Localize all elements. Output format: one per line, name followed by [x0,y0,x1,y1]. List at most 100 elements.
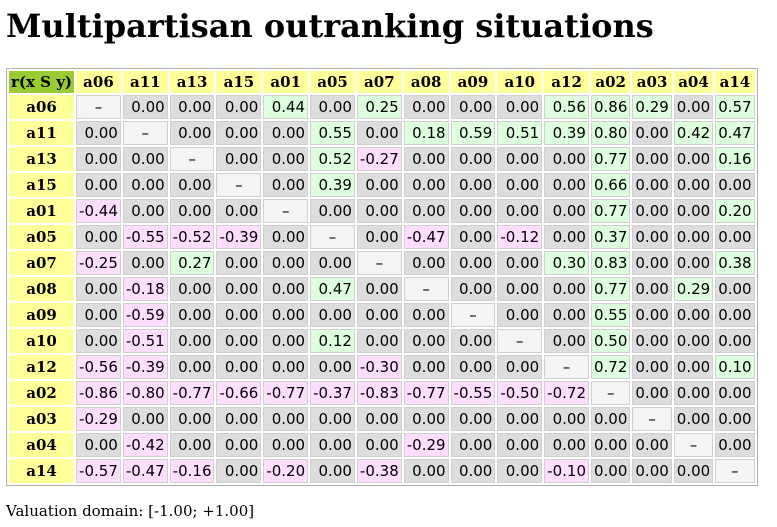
table-cell: 0.00 [216,251,262,275]
column-header: a12 [544,71,589,93]
table-cell: 0.00 [715,329,755,353]
table-cell: -0.18 [122,277,168,301]
table-cell: 0.00 [263,173,309,197]
table-cell: 0.57 [715,95,755,119]
row-header: a01 [9,199,75,223]
row-header: a12 [9,355,75,379]
table-cell: 0.77 [590,199,631,223]
table-cell: 0.00 [216,303,262,327]
table-cell: -0.52 [169,225,215,249]
table-cell: 0.00 [263,407,309,431]
table-cell: – [450,303,496,327]
table-cell: -0.38 [356,459,402,483]
table-cell: – [590,381,631,405]
table-cell: 0.00 [673,173,714,197]
table-cell: 0.00 [403,199,449,223]
column-header: a13 [169,71,215,93]
table-row: a04 0.00 -0.42 0.00 0.00 0.00 0.00 0.00 -0.29 0.0… [9,433,755,457]
table-cell: 0.00 [450,173,496,197]
row-header: a11 [9,121,75,145]
table-cell: 0.29 [632,95,672,119]
table-cell: 0.30 [544,251,589,275]
table-cell: 0.00 [544,173,589,197]
table-cell: – [356,251,402,275]
table-cell: -0.55 [122,225,168,249]
table-cell: 0.00 [263,225,309,249]
page-title: Multipartisan outranking situations [6,7,654,45]
column-header: a01 [263,71,309,93]
row-header: a13 [9,147,75,171]
column-header: a14 [715,71,755,93]
table-cell: 0.00 [497,95,543,119]
table-cell: 0.00 [216,95,262,119]
valuation-domain-note: Valuation domain: [-1.00; +1.00] [6,502,255,520]
table-cell: 0.00 [216,121,262,145]
table-cell: 0.00 [632,459,672,483]
table-cell: 0.00 [450,355,496,379]
table-cell: 0.00 [673,303,714,327]
table-cell: 0.00 [497,199,543,223]
table-cell: -0.39 [216,225,262,249]
table-cell: 0.00 [263,355,309,379]
table-row: a05 0.00 -0.55 -0.52 -0.39 0.00–0.00 -0.47 0.00… [9,225,755,249]
table-cell: 0.00 [216,355,262,379]
table-row: a11 0.00–0.00 0.00 0.00 0.55 0.00 0.18 0.59 0.51… [9,121,755,145]
table-cell: 0.00 [450,225,496,249]
table-cell: 0.83 [590,251,631,275]
table-cell: 0.00 [450,95,496,119]
table-cell: 0.00 [632,433,672,457]
table-cell: 0.00 [497,303,543,327]
table-body: a06–0.00 0.00 0.00 0.44 0.00 0.25 0.00 0.00 0.00… [9,95,755,483]
table-cell: – [715,459,755,483]
table-cell: 0.00 [673,95,714,119]
table-cell: 0.00 [169,433,215,457]
row-header: a06 [9,95,75,119]
table-cell: 0.42 [673,121,714,145]
table-cell: 0.37 [590,225,631,249]
table-cell: 0.00 [403,95,449,119]
table-cell: -0.55 [450,381,496,405]
table-cell: -0.12 [497,225,543,249]
table-cell: 0.00 [216,407,262,431]
table-cell: – [169,147,215,171]
table-cell: -0.59 [122,303,168,327]
table-cell: 0.00 [403,251,449,275]
table-cell: – [403,277,449,301]
table-cell: 0.00 [216,277,262,301]
table-cell: -0.29 [403,433,449,457]
table-cell: 0.00 [590,433,631,457]
table-row: a03 -0.29 0.00 0.00 0.00 0.00 0.00 0.00 0.00 0.00… [9,407,755,431]
table-cell: 0.00 [263,147,309,171]
column-header: a08 [403,71,449,93]
column-header: a02 [590,71,631,93]
corner-header: r(x S y) [9,71,75,93]
row-header: a05 [9,225,75,249]
table-cell: 0.00 [76,303,121,327]
table-row: a07 -0.25 0.00 0.27 0.00 0.00 0.00–0.00 0.00 0.0… [9,251,755,275]
table-cell: – [632,407,672,431]
outranking-table: r(x S y) a06 a11 a13 a15 a01 a05 a07 a08 a09 a10 a… [6,68,758,486]
table-cell: 0.00 [497,459,543,483]
table-cell: 0.00 [715,407,755,431]
table-cell: -0.44 [76,199,121,223]
row-header: a09 [9,303,75,327]
table-cell: 0.77 [590,147,631,171]
table-cell: 0.00 [450,407,496,431]
table-row: a02 -0.86 -0.80 -0.77 -0.66 -0.77 -0.37 -0.83 -0… [9,381,755,405]
table-cell: 0.47 [310,277,355,301]
table-cell: -0.42 [122,433,168,457]
table-cell: 0.00 [497,277,543,301]
table-cell: 0.00 [632,381,672,405]
table-cell: 0.00 [76,173,121,197]
table-cell: 0.00 [632,121,672,145]
table-cell: 0.00 [263,329,309,353]
table-cell: 0.00 [450,277,496,301]
table-cell: -0.51 [122,329,168,353]
table-cell: 0.00 [169,277,215,301]
table-cell: 0.00 [356,407,402,431]
table-cell: -0.86 [76,381,121,405]
table-cell: 0.00 [632,355,672,379]
table-cell: 0.00 [673,199,714,223]
table-cell: 0.00 [544,303,589,327]
table-cell: 0.00 [169,407,215,431]
